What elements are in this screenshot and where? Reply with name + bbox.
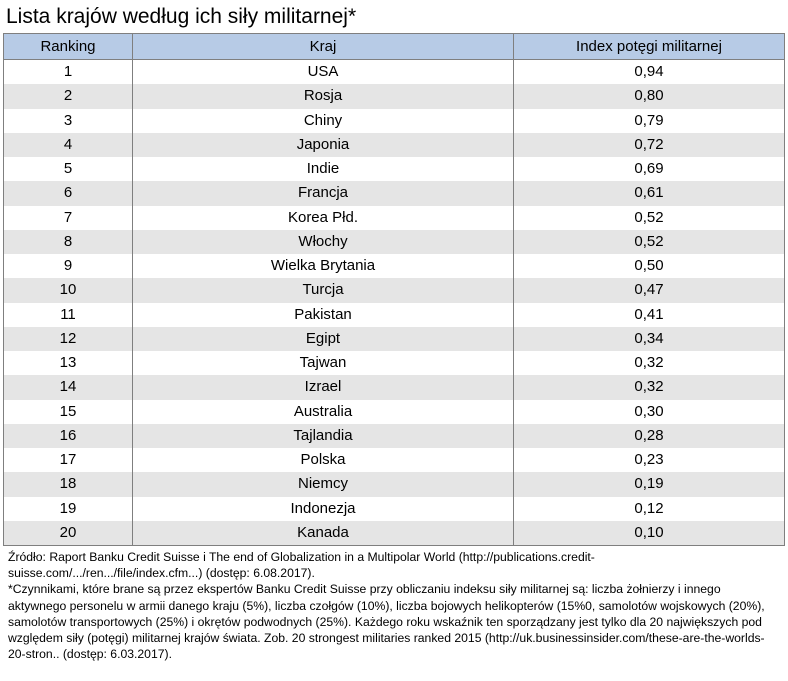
table-row: 6 Francja 0,61 <box>3 181 785 206</box>
military-ranking-table-container: Ranking Kraj Index potęgi militarnej 1 US… <box>3 33 785 546</box>
cell-index: 0,52 <box>513 205 785 230</box>
table-row: 14 Izrael 0,32 <box>3 375 785 400</box>
cell-ranking: 3 <box>3 108 133 133</box>
table-row: 5 Indie 0,69 <box>3 157 785 182</box>
cell-country: Kanada <box>132 520 514 546</box>
cell-ranking: 17 <box>3 448 133 473</box>
cell-ranking: 6 <box>3 181 133 206</box>
cell-country: Niemcy <box>132 472 514 497</box>
table-row: 15 Australia 0,30 <box>3 399 785 424</box>
table-row: 7 Korea Płd. 0,52 <box>3 205 785 230</box>
footnote-note: *Czynnikami, które brane są przez eksper… <box>8 582 765 662</box>
column-header-country: Kraj <box>132 33 514 60</box>
cell-country: Francja <box>132 181 514 206</box>
cell-country: Indie <box>132 157 514 182</box>
table-row: 17 Polska 0,23 <box>3 448 785 473</box>
cell-index: 0,19 <box>513 472 785 497</box>
cell-index: 0,79 <box>513 108 785 133</box>
table-row: 16 Tajlandia 0,28 <box>3 423 785 448</box>
table-row: 13 Tajwan 0,32 <box>3 351 785 376</box>
cell-index: 0,10 <box>513 520 785 546</box>
cell-country: Tajlandia <box>132 423 514 448</box>
page-title: Lista krajów według ich siły militarnej* <box>6 5 357 28</box>
cell-country: Chiny <box>132 108 514 133</box>
cell-country: Indonezja <box>132 496 514 521</box>
table-row: 19 Indonezja 0,12 <box>3 496 785 521</box>
table-row: 12 Egipt 0,34 <box>3 326 785 351</box>
table-row: 1 USA 0,94 <box>3 59 785 85</box>
column-header-ranking: Ranking <box>3 33 133 60</box>
cell-index: 0,30 <box>513 399 785 424</box>
cell-ranking: 9 <box>3 254 133 279</box>
cell-ranking: 10 <box>3 278 133 303</box>
cell-country: Pakistan <box>132 302 514 327</box>
cell-ranking: 4 <box>3 132 133 157</box>
cell-index: 0,72 <box>513 132 785 157</box>
cell-ranking: 12 <box>3 326 133 351</box>
cell-country: Japonia <box>132 132 514 157</box>
cell-index: 0,52 <box>513 229 785 254</box>
cell-ranking: 16 <box>3 423 133 448</box>
cell-index: 0,12 <box>513 496 785 521</box>
cell-ranking: 19 <box>3 496 133 521</box>
cell-country: Wielka Brytania <box>132 254 514 279</box>
cell-index: 0,41 <box>513 302 785 327</box>
table-row: 3 Chiny 0,79 <box>3 108 785 133</box>
cell-ranking: 13 <box>3 351 133 376</box>
cell-country: Polska <box>132 448 514 473</box>
table-row: 2 Rosja 0,80 <box>3 84 785 109</box>
cell-ranking: 7 <box>3 205 133 230</box>
cell-index: 0,32 <box>513 375 785 400</box>
column-header-index: Index potęgi militarnej <box>513 33 785 60</box>
cell-country: USA <box>132 59 514 85</box>
cell-index: 0,34 <box>513 326 785 351</box>
cell-index: 0,61 <box>513 181 785 206</box>
cell-ranking: 15 <box>3 399 133 424</box>
table-row: 18 Niemcy 0,19 <box>3 472 785 497</box>
table-row: 10 Turcja 0,47 <box>3 278 785 303</box>
table-row: 4 Japonia 0,72 <box>3 132 785 157</box>
table-row: 9 Wielka Brytania 0,50 <box>3 254 785 279</box>
cell-country: Egipt <box>132 326 514 351</box>
table-body: 1 USA 0,94 2 Rosja 0,80 3 Chiny 0,79 4 Japonia 0,72… <box>3 59 785 546</box>
cell-index: 0,69 <box>513 157 785 182</box>
cell-ranking: 20 <box>3 520 133 546</box>
military-ranking-table: Ranking Kraj Index potęgi militarnej 1 US… <box>3 33 785 546</box>
cell-index: 0,28 <box>513 423 785 448</box>
cell-ranking: 1 <box>3 59 133 85</box>
cell-country: Rosja <box>132 84 514 109</box>
cell-ranking: 14 <box>3 375 133 400</box>
cell-country: Korea Płd. <box>132 205 514 230</box>
table-row: 20 Kanada 0,10 <box>3 520 785 546</box>
cell-country: Tajwan <box>132 351 514 376</box>
cell-ranking: 2 <box>3 84 133 109</box>
cell-country: Włochy <box>132 229 514 254</box>
cell-index: 0,94 <box>513 59 785 85</box>
table-header-row: Ranking Kraj Index potęgi militarnej <box>3 33 785 60</box>
cell-index: 0,80 <box>513 84 785 109</box>
cell-index: 0,50 <box>513 254 785 279</box>
footnote-source: Źródło: Raport Banku Credit Suisse i The… <box>8 550 595 581</box>
cell-country: Izrael <box>132 375 514 400</box>
table-row: 11 Pakistan 0,41 <box>3 302 785 327</box>
cell-ranking: 11 <box>3 302 133 327</box>
table-row: 8 Włochy 0,52 <box>3 229 785 254</box>
cell-index: 0,47 <box>513 278 785 303</box>
cell-index: 0,23 <box>513 448 785 473</box>
cell-country: Turcja <box>132 278 514 303</box>
cell-index: 0,32 <box>513 351 785 376</box>
footnote: Źródło: Raport Banku Credit Suisse i The… <box>8 549 780 662</box>
cell-ranking: 8 <box>3 229 133 254</box>
cell-country: Australia <box>132 399 514 424</box>
cell-ranking: 5 <box>3 157 133 182</box>
cell-ranking: 18 <box>3 472 133 497</box>
